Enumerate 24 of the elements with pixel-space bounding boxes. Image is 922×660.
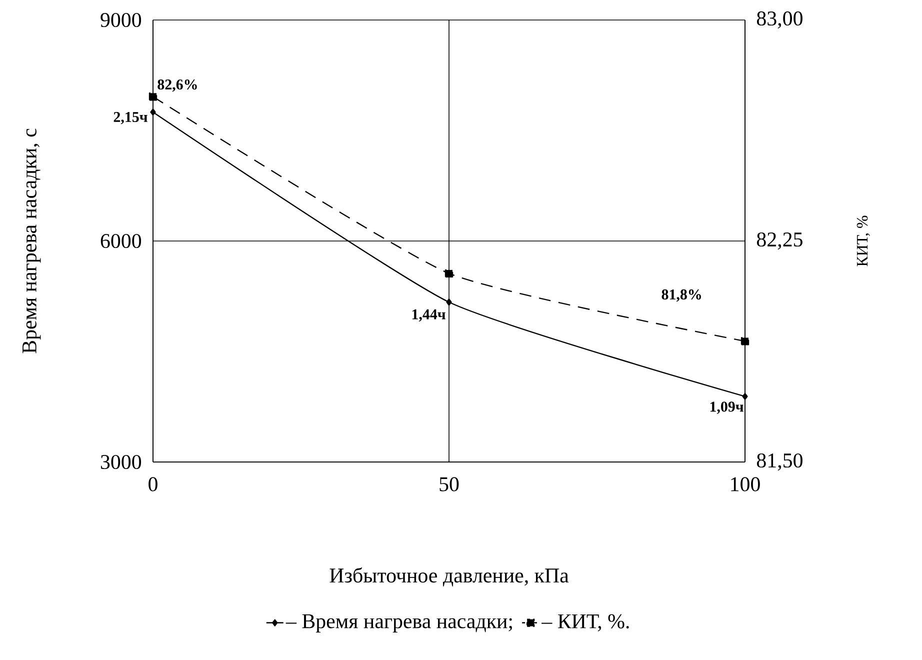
y-axis-title: Время нагрева насадки, с <box>22 128 41 354</box>
point <box>446 298 452 306</box>
annotation: 1,09ч <box>710 402 744 414</box>
y-tick-label: 9000 <box>100 12 142 28</box>
y2-tick-label: 82,25 <box>756 232 802 250</box>
legend-label: – Время нагрева насадки; <box>286 614 512 633</box>
x-tick-label: 100 <box>731 477 760 492</box>
annotation: 82,6% <box>158 79 197 92</box>
annotation: 81,8% <box>662 289 701 302</box>
y-tick-label: 6000 <box>100 234 142 248</box>
annotation: 2,15ч <box>114 112 148 124</box>
y-tick-label: 3000 <box>100 454 142 470</box>
y2-tick-label: 83,00 <box>756 11 802 29</box>
point <box>150 108 156 116</box>
point <box>740 337 750 346</box>
annotation: 1,44ч <box>412 309 446 322</box>
point <box>148 92 158 101</box>
y2-axis-title: КИТ, % <box>856 216 870 266</box>
x-tick-label: 50 <box>440 477 459 492</box>
x-axis-title: Избыточное давление, кПа <box>330 567 569 586</box>
x-tick-label: 0 <box>148 477 158 492</box>
y2-tick-label: 81,50 <box>756 453 802 471</box>
point <box>444 269 454 278</box>
legend-label: – КИТ, %. <box>542 614 629 632</box>
